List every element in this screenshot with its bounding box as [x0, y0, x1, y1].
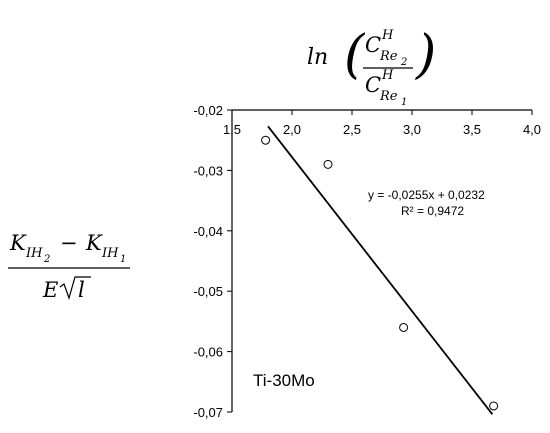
x-axis-title-numerator: C H Re 2	[365, 28, 407, 68]
svg-text:H: H	[381, 28, 394, 43]
svg-text:IH: IH	[101, 246, 119, 261]
y-axis-title-denominator: E l	[42, 276, 91, 302]
svg-text:2: 2	[43, 254, 50, 265]
data-point	[489, 401, 499, 411]
x-tick-label: 4,0	[523, 122, 541, 137]
data-point	[261, 135, 271, 145]
svg-text:C: C	[365, 33, 381, 57]
y-tick-label: -0,03	[193, 163, 223, 178]
svg-text:H: H	[381, 68, 394, 83]
x-tick-label: 2,0	[283, 122, 301, 137]
x-tick-label: 1,5	[223, 122, 241, 137]
x-tick-label: 3,0	[403, 122, 421, 137]
x-axis-title: ln ( C H Re 2 C H Re 1 )	[307, 25, 436, 108]
svg-text:IH: IH	[25, 246, 43, 261]
x-axis-title-right-paren: )	[415, 25, 436, 85]
x-axis-title-denominator: C H Re 1	[365, 68, 407, 108]
y-axis-title: K IH 2 − K IH 1 E l	[8, 231, 130, 302]
sqrt-sign	[59, 276, 91, 300]
data-point	[399, 322, 409, 332]
x-tick-label: 3,5	[463, 122, 481, 137]
y-tick-label: -0,05	[193, 284, 223, 299]
svg-text:2: 2	[400, 57, 407, 68]
series-annotation: Ti-30Mo	[253, 371, 315, 390]
y-tick-label: -0,07	[193, 405, 223, 420]
svg-text:1: 1	[120, 254, 126, 265]
svg-text:Re: Re	[379, 49, 398, 64]
svg-text:1: 1	[401, 97, 407, 108]
x-axis-title-left-paren: (	[344, 25, 366, 85]
y-axis-ticks: -0,02 -0,03 -0,04 -0,05 -0,06 -0,07	[193, 103, 232, 420]
y-axis-title-numerator: K IH 2 − K IH 1	[9, 231, 126, 265]
x-axis-ticks: 1,5 2,0 2,5 3,0 3,5 4,0	[223, 110, 541, 137]
svg-text:K: K	[85, 231, 103, 255]
svg-text:K: K	[9, 231, 27, 255]
trendline	[267, 125, 494, 415]
y-tick-label: -0,04	[193, 224, 223, 239]
svg-text:−: −	[60, 231, 78, 255]
x-axis-title-ln: ln	[307, 45, 328, 70]
x-tick-label: 2,5	[343, 122, 361, 137]
y-tick-label: -0,02	[193, 103, 223, 118]
data-points	[261, 135, 499, 411]
y-tick-label: -0,06	[193, 345, 223, 360]
svg-text:C: C	[365, 73, 381, 97]
svg-text:Re: Re	[379, 89, 398, 104]
data-point	[323, 159, 333, 169]
trendline-r-squared: R² = 0,9472	[401, 204, 464, 218]
trendline-equation: y = -0,0255x + 0,0232	[368, 188, 485, 202]
svg-text:l: l	[78, 278, 85, 302]
svg-text:E: E	[42, 278, 58, 302]
